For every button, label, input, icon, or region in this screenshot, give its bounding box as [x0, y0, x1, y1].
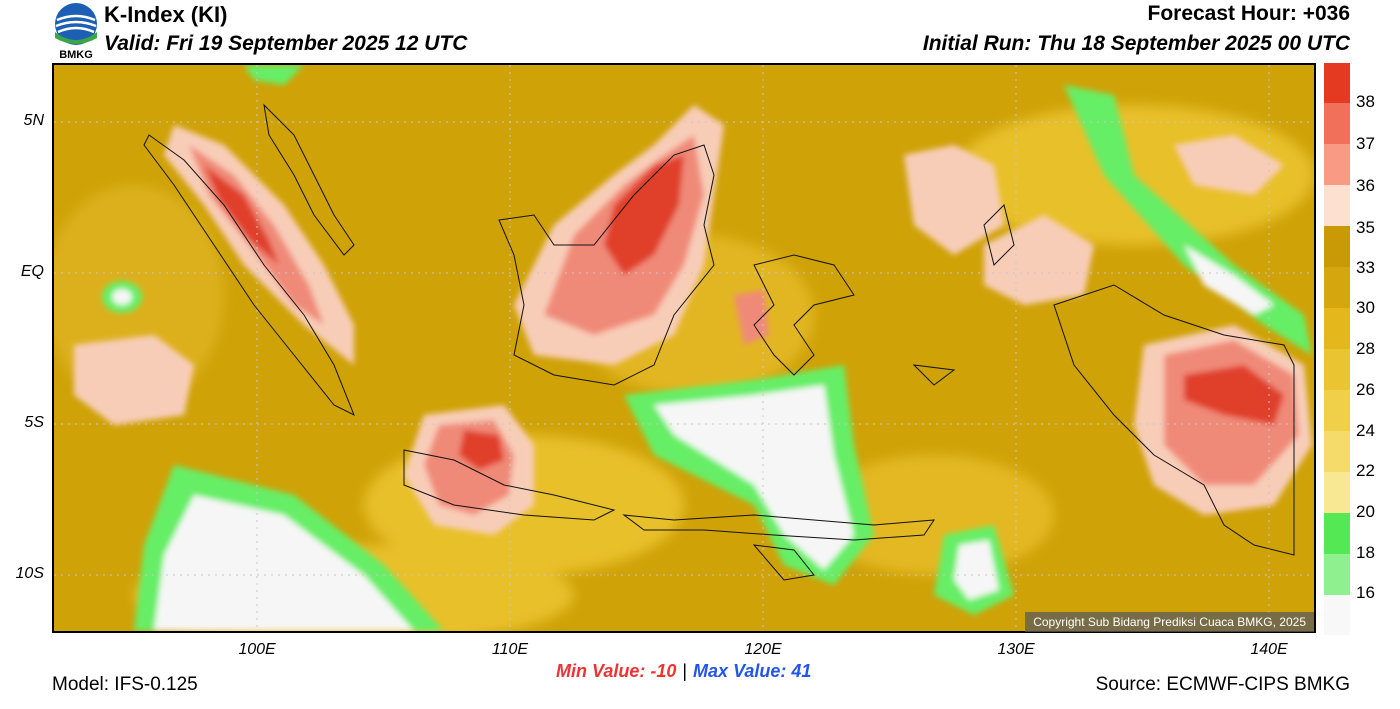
colorbar-segment: [1324, 267, 1350, 308]
colorbar-segment: [1324, 595, 1350, 635]
lon-label-100e: 100E: [238, 641, 276, 658]
colorbar-segment: [1324, 513, 1350, 554]
colorbar-segment: [1324, 103, 1350, 144]
lat-label-eq: EQ: [20, 263, 44, 280]
max-value: Max Value: 41: [693, 661, 812, 681]
initial-run: Initial Run: Thu 18 September 2025 00 UT…: [922, 32, 1350, 55]
colorbar-segment: [1324, 390, 1350, 431]
lon-label-110e: 110E: [491, 641, 529, 658]
lon-label-140e: 140E: [1250, 641, 1288, 658]
colorbar-label: 37: [1356, 134, 1375, 153]
colorbar-label: 22: [1356, 461, 1375, 480]
colorbar-label: 36: [1356, 176, 1375, 195]
lon-label-120e: 120E: [744, 641, 782, 658]
min-value: Min Value: -10: [556, 661, 677, 681]
colorbar-segment: [1324, 472, 1350, 513]
colorbar-label: 20: [1356, 502, 1375, 521]
min-max-values: Min Value: -10 | Max Value: 41: [556, 661, 811, 682]
data-source: Source: ECMWF-CIPS BMKG: [1095, 674, 1350, 695]
high-index-areas: [74, 105, 1312, 535]
colorbar-label: 38: [1356, 92, 1375, 111]
colorbar-segment: [1324, 308, 1350, 349]
low-index-areas: [102, 65, 1312, 631]
colorbar-label: 24: [1356, 421, 1375, 440]
colorbar: [1324, 63, 1350, 635]
lon-label-130e: 130E: [997, 641, 1035, 658]
lat-label-5n: 5N: [23, 112, 44, 129]
coastlines: [143, 103, 1295, 581]
min-max-separator: |: [682, 661, 688, 681]
k-index-map: [52, 63, 1316, 633]
colorbar-label: 28: [1356, 339, 1375, 358]
chart-title: K-Index (KI): [104, 2, 228, 27]
forecast-hour: Forecast Hour: +036: [1147, 2, 1351, 25]
colorbar-segment: [1324, 185, 1350, 226]
colorbar-segment: [1324, 431, 1350, 472]
colorbar-label: 35: [1356, 218, 1375, 237]
lat-label-10s: 10S: [15, 565, 44, 582]
colorbar-segment: [1324, 63, 1350, 103]
valid-time: Valid: Fri 19 September 2025 12 UTC: [104, 32, 468, 55]
model-name: Model: IFS-0.125: [52, 674, 198, 695]
colorbar-segment: [1324, 554, 1350, 595]
lat-label-5s: 5S: [24, 414, 44, 431]
colorbar-segment: [1324, 226, 1350, 267]
colorbar-segment: [1324, 349, 1350, 390]
logo-text: BMKG: [59, 49, 93, 60]
colorbar-label: 16: [1356, 583, 1375, 602]
colorbar-label: 33: [1356, 258, 1375, 277]
copyright-note: Copyright Sub Bidang Prediksi Cuaca BMKG…: [1025, 612, 1314, 632]
colorbar-label: 26: [1356, 380, 1375, 399]
colorbar-label: 30: [1356, 298, 1375, 317]
bmkg-logo: BMKG: [52, 2, 100, 61]
colorbar-segment: [1324, 144, 1350, 185]
colorbar-label: 18: [1356, 543, 1375, 562]
grid-lines: [54, 65, 1314, 631]
